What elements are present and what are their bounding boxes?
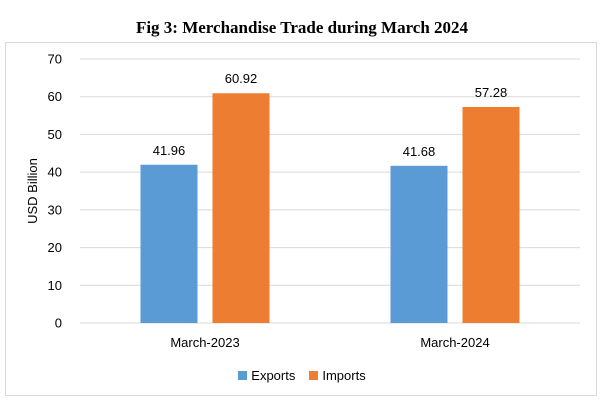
legend-item-exports: Exports — [238, 368, 295, 383]
data-label: 60.92 — [225, 71, 258, 86]
y-tick-label: 50 — [48, 127, 62, 142]
chart-frame — [5, 42, 597, 396]
legend-label-exports: Exports — [251, 368, 296, 383]
data-label: 57.28 — [475, 85, 508, 100]
bar-exports — [390, 165, 448, 323]
data-label: 41.68 — [403, 144, 436, 159]
y-axis-label: USD Billion — [25, 158, 40, 224]
bar-imports — [212, 93, 270, 323]
legend-item-imports: Imports — [309, 368, 366, 383]
legend-label-imports: Imports — [322, 368, 366, 383]
y-tick-label: 30 — [48, 202, 62, 217]
y-tick-label: 40 — [48, 165, 62, 180]
y-tick-label: 20 — [48, 240, 62, 255]
y-tick-label: 0 — [55, 316, 62, 331]
chart-title: Fig 3: Merchandise Trade during March 20… — [135, 18, 469, 37]
bar-imports — [462, 106, 520, 324]
bars — [140, 93, 520, 324]
y-tick-label: 60 — [48, 89, 62, 104]
bar-exports — [140, 164, 198, 323]
legend: Exports Imports — [0, 368, 604, 383]
legend-swatch-imports — [309, 371, 319, 380]
data-labels: 41.96 60.92 41.68 57.28 — [153, 71, 508, 159]
legend-swatch-exports — [238, 371, 248, 380]
y-tick-label: 10 — [48, 278, 62, 293]
x-tick-label: March-2023 — [170, 335, 239, 350]
data-label: 41.96 — [153, 143, 186, 158]
x-tick-label: March-2024 — [420, 335, 489, 350]
x-tick-labels: March-2023 March-2024 — [170, 335, 489, 350]
y-tick-label: 70 — [48, 52, 62, 67]
y-tick-labels: 0 10 20 30 40 50 60 70 — [48, 52, 62, 331]
